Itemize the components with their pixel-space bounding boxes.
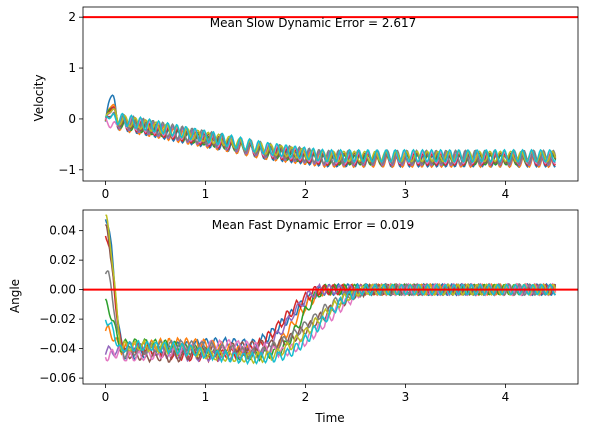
angle-annotation: Mean Fast Dynamic Error = 0.019 xyxy=(212,218,414,232)
velocity-y-tick-label: −1 xyxy=(58,163,76,177)
velocity-series-10 xyxy=(105,112,557,164)
velocity-x-tick-label: 2 xyxy=(302,187,310,201)
velocity-y-axis-label: Velocity xyxy=(32,74,46,121)
velocity-x-tick-label: 0 xyxy=(102,187,110,201)
angle-y-ticks: −0.06 −0.04 −0.02 0.00 0.02 0.04 xyxy=(39,224,83,385)
velocity-plot-frame xyxy=(82,6,579,182)
velocity-series-8 xyxy=(105,111,557,166)
velocity-y-tick-label: 0 xyxy=(68,112,76,126)
angle-x-tick-label: 2 xyxy=(302,390,310,404)
velocity-annotation: Mean Slow Dynamic Error = 2.617 xyxy=(210,16,416,30)
angle-y-tick-label: −0.06 xyxy=(39,371,76,385)
velocity-x-tick-label: 1 xyxy=(202,187,210,201)
angle-y-tick-label: 0.04 xyxy=(49,224,76,238)
time-x-axis-label: Time xyxy=(314,411,344,425)
velocity-plot: 0 1 2 3 4 −1 0 1 2 Mean Slow Dynamic Error = 2.… xyxy=(32,6,579,201)
angle-x-tick-label: 1 xyxy=(202,390,210,404)
angle-plot: 0 1 2 3 4 −0.06 −0.04 −0.02 0.00 0.02 0.04 Mean F… xyxy=(8,209,579,425)
angle-series-group xyxy=(104,214,557,366)
angle-x-ticks: 0 1 2 3 4 xyxy=(102,384,510,404)
angle-y-tick-label: −0.02 xyxy=(39,312,76,326)
angle-y-tick-label: 0.02 xyxy=(49,253,76,267)
velocity-series-group xyxy=(104,94,557,169)
angle-x-tick-label: 0 xyxy=(102,390,110,404)
angle-y-axis-label: Angle xyxy=(8,279,22,313)
angle-x-tick-label: 3 xyxy=(402,390,410,404)
velocity-x-tick-label: 3 xyxy=(402,187,410,201)
velocity-y-tick-label: 2 xyxy=(68,10,76,24)
velocity-x-tick-label: 4 xyxy=(502,187,510,201)
velocity-y-tick-label: 1 xyxy=(68,61,76,75)
angle-series-10 xyxy=(104,283,556,366)
angle-x-tick-label: 4 xyxy=(502,390,510,404)
angle-y-tick-label: 0.00 xyxy=(49,283,76,297)
angle-plot-frame xyxy=(82,209,579,385)
angle-y-tick-label: −0.04 xyxy=(39,342,76,356)
velocity-x-ticks: 0 1 2 3 4 xyxy=(102,181,510,201)
velocity-y-ticks: −1 0 1 2 xyxy=(58,10,83,177)
